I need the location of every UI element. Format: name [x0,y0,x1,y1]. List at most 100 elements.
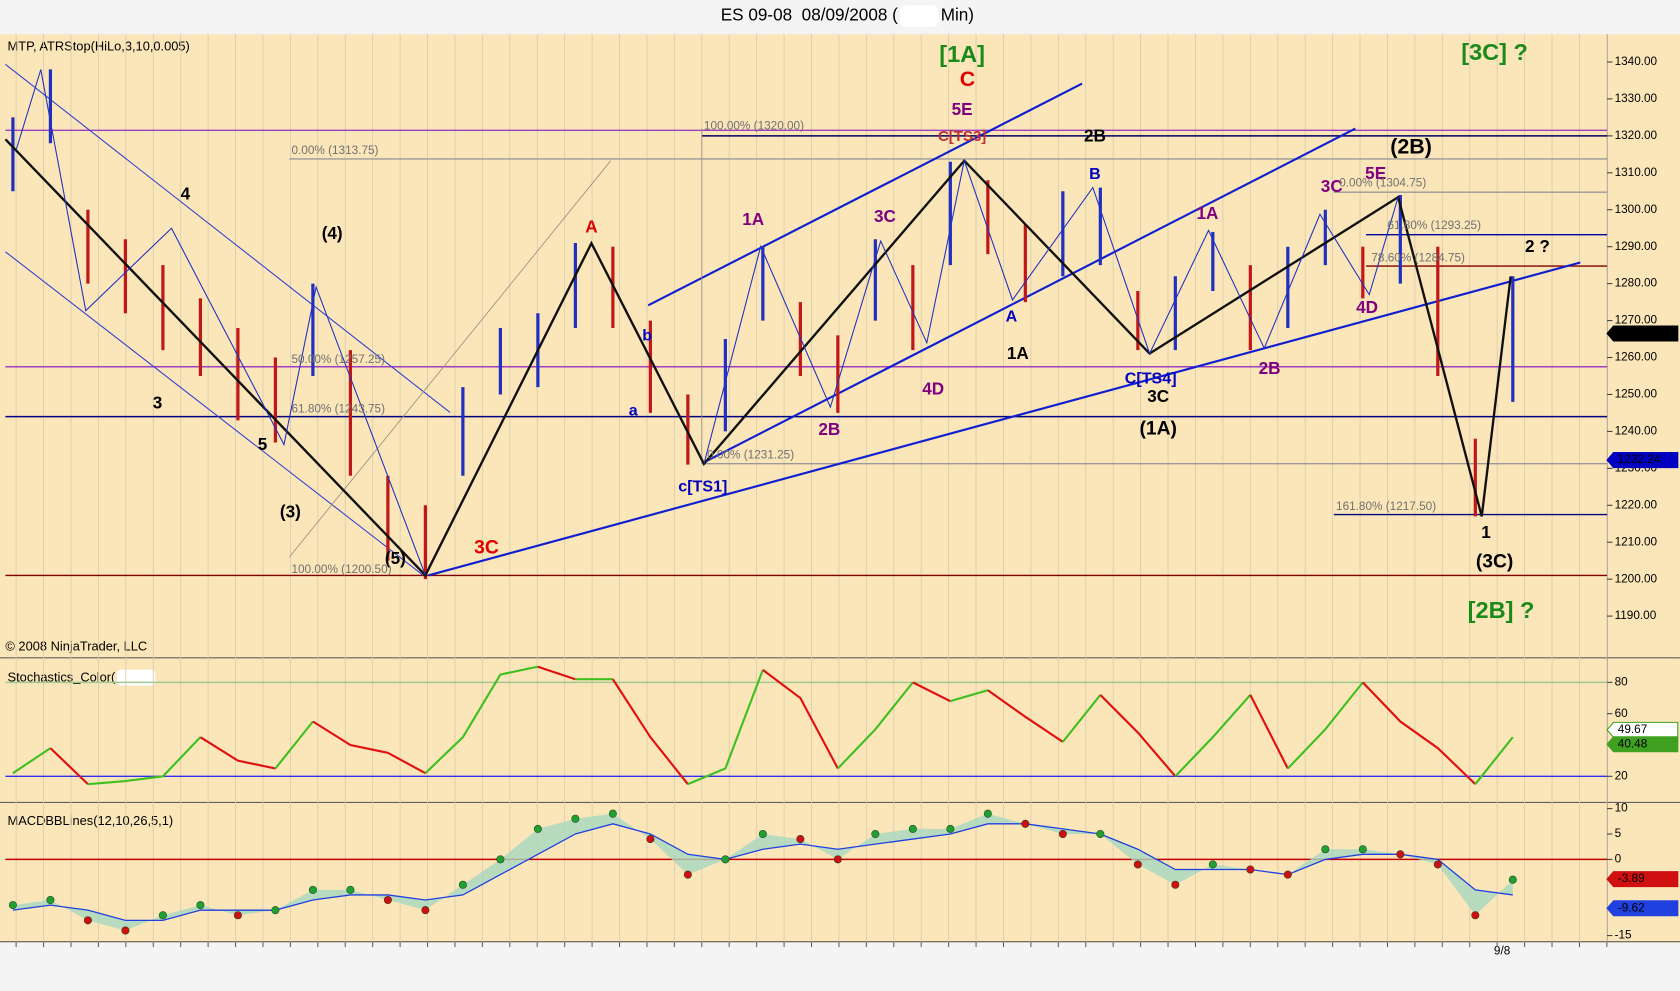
macd-dot [196,901,205,910]
wave-label: 4D [1356,297,1378,317]
macd-dot [533,824,542,833]
stoch-line [1174,694,1252,778]
value-flag-label: 40.48 [1618,737,1648,750]
stoch-line [87,736,202,786]
value-flag-label: -3.89 [1618,872,1645,885]
stoch-line [912,681,951,703]
chart-title: ES 09-08 08/09/2008 ( [721,5,898,25]
fib-label: 50.00% (1257.25) [291,353,385,366]
macd-dot [796,835,805,844]
macd-dot [721,855,730,864]
wave-label: b [642,327,652,345]
macd-dot [271,906,280,915]
copyright: © 2008 NinjaTrader, LLC [5,638,147,653]
wave-label: 5E [952,99,973,119]
y-tick-label: 0 [1615,852,1622,865]
stoch-line [687,669,764,786]
macd-dot [421,906,430,915]
macd-average [12,823,1513,921]
wave-label: a [629,402,639,420]
wave-label: 3C [474,538,499,559]
fib-label: 0.00% (1231.25) [707,448,794,461]
indicator-label: Stochastics_Color( [8,670,117,685]
wave-label: 2B [818,419,840,439]
macd-dot [1358,845,1367,854]
stoch-line [1099,694,1177,778]
fib-label: 100.00% (1200.50) [291,563,391,576]
y-tick-label: 1260.00 [1615,351,1658,364]
wave-label: 5 [258,434,268,454]
y-tick-label: 1200.00 [1615,572,1658,585]
value-flag [1606,721,1679,738]
y-tick-label: 10 [1615,802,1629,815]
wave-label: 3C [874,206,896,226]
chart-title-end: Min) [941,5,974,25]
macd-dot [1096,829,1105,839]
macd-dot [646,835,655,844]
redacted-box [899,5,939,27]
y-tick-label: 5 [1615,827,1622,840]
fib-label: 0.00% (1313.75) [291,144,378,157]
y-tick-label: 1240.00 [1615,425,1658,438]
wave-label: c[TS1] [678,478,727,496]
wave-label: 1 [1481,522,1491,542]
trend-line [5,63,451,413]
stoch-line [1249,694,1289,769]
wave-label: (1A) [1139,419,1176,440]
wave-label: A [1006,307,1018,325]
wave-label: 3C [1147,386,1169,406]
macd-dot [833,855,842,864]
macd-dot [1246,865,1255,874]
wave-label: 1A [1197,203,1219,223]
macd-dot [983,809,992,818]
macd-dot [158,911,167,920]
macd-dot [46,895,55,905]
stoch-line [12,747,52,775]
y-tick-label: 1340.00 [1615,55,1658,68]
y-tick-label: 1310.00 [1615,166,1658,179]
stoch-line [611,678,689,785]
redacted-box [116,669,156,686]
wave-line [15,69,426,576]
indicator-label: MACDBBLines(12,10,26,5,1) [8,813,174,828]
y-tick-label: -15 [1615,929,1632,942]
macd-dot [121,926,130,935]
wave-label: 5E [1365,163,1386,183]
wave-label: (4) [322,223,343,243]
y-tick-label: 1280.00 [1615,277,1658,290]
y-tick-label: 1190.00 [1615,609,1657,622]
wave-label: [1A] [939,41,985,67]
wave-label: C[TS4] [1125,370,1177,388]
wave-label: (3) [280,502,301,522]
stoch-line [199,736,276,770]
y-tick-label: 1320.00 [1615,129,1658,142]
wave-label: 2 ? [1525,236,1550,256]
stoch-line [424,665,539,774]
y-tick-label: 1300.00 [1615,203,1658,216]
stoch-line [1062,694,1102,743]
macd-dot [1283,870,1292,879]
fib-label: 0.00% (1304.75) [1339,176,1426,189]
macd-dot [608,809,617,818]
stoch-line [762,668,839,769]
macd-dot [1021,819,1030,828]
value-flag [1606,452,1679,469]
value-flag [1606,900,1679,917]
value-flag-label: 1232.24 [1618,453,1661,466]
macd-dot [908,824,917,833]
trend-line [647,82,1083,307]
stoch-line [1287,681,1364,770]
macd-dot [571,814,580,823]
wave-label: 1A [742,209,764,229]
y-tick-label: 1330.00 [1615,92,1658,105]
fib-label: 100.00% (1320.00) [704,120,804,133]
y-tick-label: 60 [1615,707,1629,720]
macd-dot [758,829,767,839]
x-tick-label: 9/8 [1494,944,1511,957]
macd-dot [1171,880,1180,889]
wave-label: [3C] ? [1461,39,1528,65]
macd-dot [346,885,355,894]
wave-label: 3 [153,392,163,412]
macd-dot [458,880,467,889]
